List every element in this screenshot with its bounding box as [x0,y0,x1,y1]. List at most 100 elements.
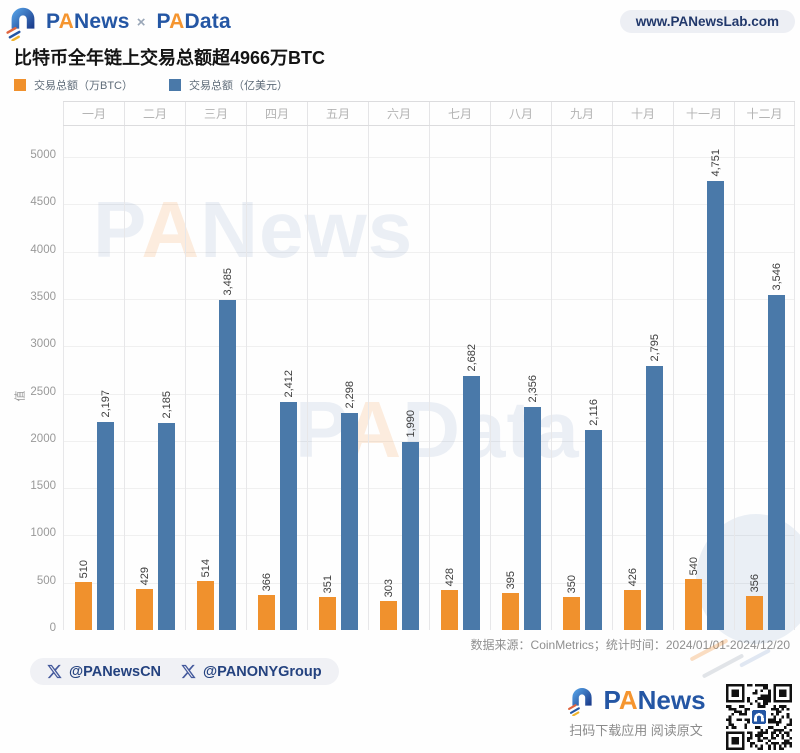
brand-padata-a: A [169,10,185,33]
bottom-brand-word: PANews [603,685,705,716]
bar-usd-volume [768,295,785,630]
bar-value-label: 540 [687,556,700,575]
legend-label: 交易总额（万BTC） [34,80,133,92]
top-bar: PANews × PAData www.PANewsLab.com [0,0,800,44]
bar-value-label: 514 [199,558,212,577]
bottom-brand-a: A [618,684,638,715]
chart: 一月 二月 三月 四月 五月 六月 七月 八月 九月 十月 十一月 十二月 PANews PAData… [63,101,800,644]
bar-value-label: 3,485 [221,268,234,296]
month-label: 八月 [490,102,551,125]
bar-value-label: 3,546 [770,263,783,291]
bottom-brand-rest: News [637,684,706,715]
bar-btc-volume [197,581,214,630]
qr-code [726,684,792,750]
bar-value-label: 510 [77,559,90,578]
month-column: 351 2,298 [307,126,368,630]
decorative-swoosh [701,653,745,679]
bar-value-label: 1,990 [404,410,417,438]
website-link[interactable]: www.PANewsLab.com [619,10,795,33]
bar-value-label: 2,356 [526,375,539,403]
month-label: 七月 [429,102,490,125]
bar-usd-volume [463,376,480,630]
panews-logo-icon [6,7,35,41]
brand-panews-rest: News [74,10,130,33]
bottom-brand: PANews 扫码下载应用 阅读原文 [556,684,716,739]
x-twitter-icon [181,664,196,679]
bar-btc-volume [441,590,458,630]
bottom-caption: 扫码下载应用 阅读原文 [569,723,703,738]
bar-value-label: 2,116 [587,399,600,426]
month-column: 428 2,682 [429,126,490,630]
bar-usd-volume [219,300,236,630]
bar-value-label: 356 [748,573,761,592]
bar-value-label: 428 [443,567,456,586]
legend-item: 交易总额（万BTC） [14,77,133,93]
y-tick-label: 3000 [30,338,56,351]
month-label: 九月 [551,102,612,125]
month-column: 514 3,485 [185,126,246,630]
bottom-logo-row: PANews [556,684,716,716]
social-handle-panonygroup[interactable]: @PANONYGroup [181,664,322,680]
panews-logo-icon [568,688,593,716]
legend-swatch [169,79,181,91]
bar-btc-volume [75,582,92,630]
month-column: 395 2,356 [490,126,551,630]
bar-usd-volume [402,442,419,630]
bar-btc-volume [624,590,641,630]
y-tick-label: 5000 [30,149,56,161]
bar-value-label: 2,185 [160,391,173,419]
month-label: 一月 [63,102,124,125]
y-tick-label: 2500 [30,385,56,398]
y-tick-label: 3500 [30,290,56,303]
bar-usd-volume [524,407,541,630]
month-column: 429 2,185 [124,126,185,630]
bar-btc-volume [746,596,763,630]
y-tick-label: 1500 [30,480,56,493]
bar-usd-volume [646,366,663,630]
month-column: 350 2,116 [551,126,612,630]
month-label: 十月 [612,102,673,125]
x-twitter-icon [47,664,62,679]
source-note: 数据来源：CoinMetrics；统计时间：2024/01/01-2024/12… [470,638,790,652]
bar-value-label: 429 [138,566,151,585]
y-tick-label: 4500 [30,196,56,209]
brand-separator: × [136,13,146,31]
brand-panews-a: A [58,10,75,33]
bar-btc-volume [685,579,702,630]
brand-padata-p: P [156,10,170,33]
chart-legend: 交易总额（万BTC） 交易总额（亿美元） [14,77,288,93]
legend-label: 交易总额（亿美元） [189,80,288,92]
bar-btc-volume [380,601,397,630]
month-column: 426 2,795 [612,126,673,630]
bar-usd-volume [341,413,358,630]
bar-value-label: 4,751 [709,149,722,177]
brand-padata: PAData [156,10,230,34]
y-tick-label: 4000 [30,243,56,256]
month-column: 540 4,751 [673,126,734,630]
month-label: 五月 [307,102,368,125]
bar-value-label: 2,298 [343,381,356,409]
month-column: 366 2,412 [246,126,307,630]
month-label: 四月 [246,102,307,125]
bar-usd-volume [158,423,175,630]
month-label: 六月 [368,102,429,125]
social-handle-panewscn[interactable]: @PANewsCN [47,664,161,680]
y-tick-label: 2000 [30,432,56,445]
month-column: 303 1,990 [368,126,429,630]
bar-usd-volume [585,430,602,630]
bar-value-label: 351 [321,574,334,593]
y-tick-label: 0 [49,622,56,634]
y-tick-label: 500 [36,574,56,587]
month-column: 356 3,546 [734,126,795,630]
social-pill: @PANewsCN @PANONYGroup [30,658,339,685]
legend-swatch [14,79,26,91]
bottom-brand-p: P [603,684,619,715]
bar-value-label: 366 [260,572,273,591]
social-handle-label: @PANewsCN [69,663,162,680]
month-label: 十一月 [673,102,734,125]
page-title: 比特币全年链上交易总额超4966万BTC [14,48,326,68]
month-column: 510 2,197 [63,126,124,630]
bar-value-label: 2,412 [282,370,295,398]
bar-usd-volume [97,422,114,630]
